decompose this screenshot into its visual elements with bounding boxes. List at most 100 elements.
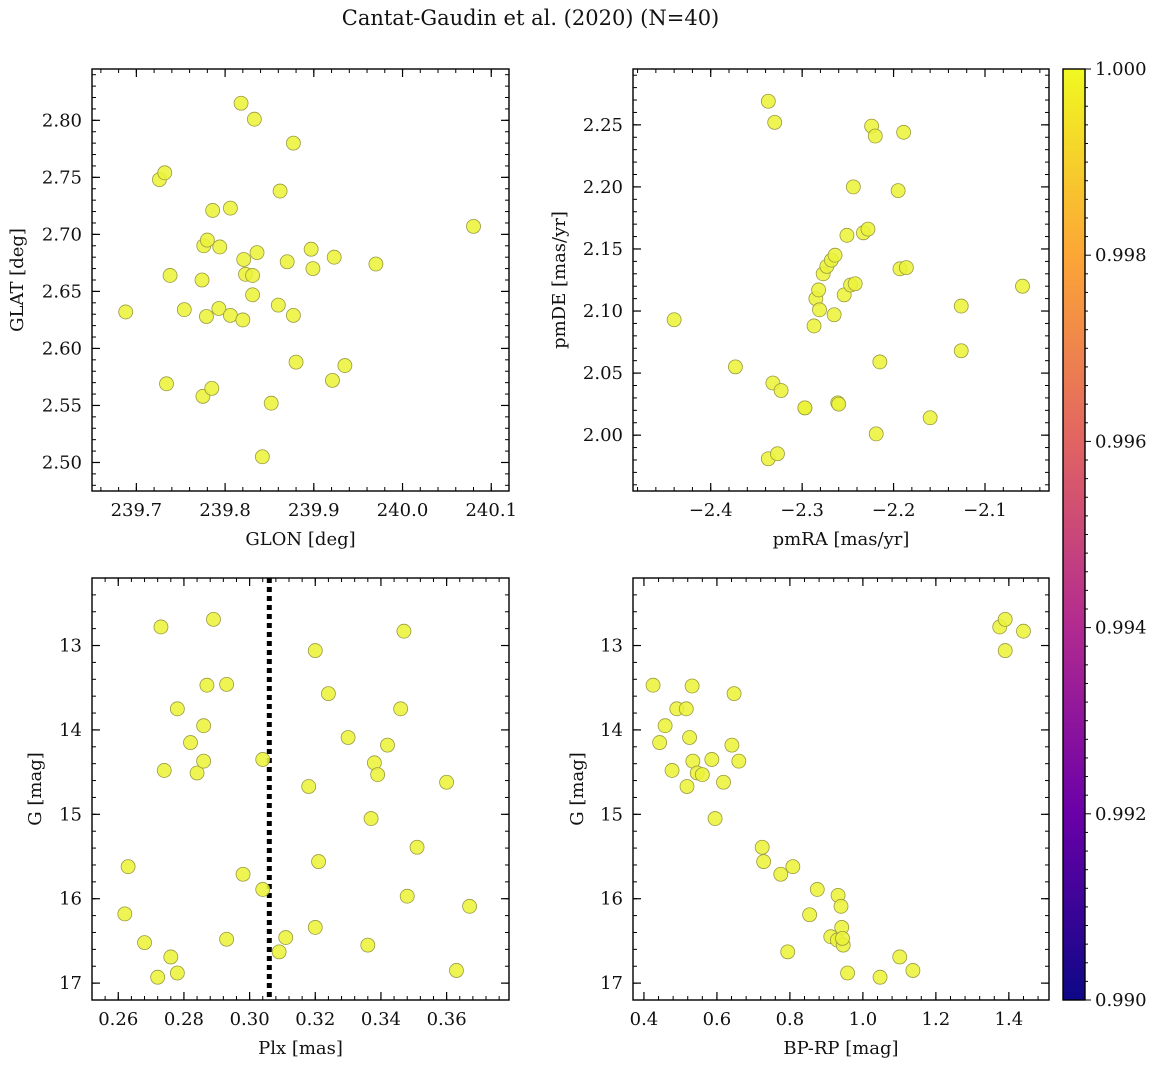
panel-3-point [196, 753, 212, 769]
panel-3-background [92, 578, 509, 1000]
panel-2-point [827, 247, 843, 263]
panel-1-point [199, 232, 215, 248]
panel-4-ytick-label: 13 [600, 636, 623, 657]
panel-1-point [245, 287, 260, 303]
panel-3-xlabel: Plx [mas] [258, 1038, 343, 1059]
panel-4-point [833, 898, 849, 914]
panel-2-xtick-label: −2.2 [872, 500, 916, 521]
panel-4-point [682, 730, 697, 745]
panel-4-point [835, 930, 850, 946]
panel-1-point [118, 304, 134, 320]
panel-1-ytick-label: 2.75 [42, 167, 82, 188]
panel-1-point [270, 297, 286, 313]
panel-1-xlabel: GLON [deg] [245, 529, 355, 550]
panel-2-point [839, 227, 855, 243]
panel-2-xtick-label: −2.4 [689, 500, 733, 521]
panel-4-point [645, 677, 661, 693]
panel-2-point [860, 221, 876, 237]
panel-3-point [189, 765, 205, 781]
panel-4-xtick-label: 1.0 [849, 1009, 878, 1030]
panel-2-point [896, 124, 912, 140]
panel-4-point [664, 763, 680, 778]
colorbar-tick-label: 0.992 [1095, 804, 1147, 825]
panel-2-point [953, 298, 969, 314]
panel-4-point [997, 611, 1013, 627]
panel-2-ytick-label: 2.20 [583, 177, 623, 198]
panel-1-xtick-label: 240.0 [377, 500, 429, 521]
panel-3-xtick-label: 0.30 [230, 1009, 270, 1030]
panel-3-point [183, 735, 198, 750]
panel-1-point [286, 307, 301, 323]
panel-2-ytick-label: 2.25 [583, 115, 623, 136]
panel-1-point [326, 249, 342, 265]
panel-4-point [773, 866, 789, 882]
colorbar [1062, 68, 1086, 1001]
colorbar-tick-label: 0.994 [1095, 618, 1147, 639]
panel-3-point [409, 839, 425, 855]
panel-2-ytick-label: 2.05 [583, 363, 623, 384]
panel-3-frame [91, 577, 510, 1001]
panel-3-point [199, 677, 215, 693]
panel-3-point [360, 937, 376, 953]
panel-4-ylabel: G [mag] [567, 752, 588, 825]
panel-2-point [1015, 278, 1030, 294]
panel-4-point [809, 882, 825, 897]
panel-3-point [117, 906, 133, 922]
panel-4-point [684, 678, 700, 694]
panel-3-point [169, 701, 185, 717]
panel-2-point [847, 276, 863, 292]
panel-3-point [311, 854, 326, 869]
panel-1-point [288, 354, 304, 370]
panel-1-point [249, 245, 265, 261]
panel-2-point [826, 307, 842, 323]
panel-3-xtick-label: 0.28 [164, 1009, 204, 1030]
panel-4-point [905, 963, 921, 978]
panel-2-point [797, 400, 813, 416]
panel-3-point [255, 752, 271, 767]
panel-1-point [205, 203, 221, 218]
panel-2-point [767, 114, 783, 130]
panel-1-point [236, 252, 252, 267]
panel-3-point [163, 949, 179, 965]
panel-2-point [811, 282, 826, 298]
panel-1-xtick-label: 239.7 [111, 500, 163, 521]
panel-2-point [812, 302, 827, 318]
panel-2-point [806, 318, 822, 334]
panel-2-ytick-label: 2.10 [583, 301, 623, 322]
panel-3-point [150, 969, 166, 985]
panel-2-ylabel: pmDE [mas/yr] [549, 211, 570, 349]
panel-1-point [159, 376, 174, 392]
panel-3-xtick-label: 0.34 [361, 1009, 401, 1030]
panel-2-point [898, 260, 914, 275]
panel-4-point [756, 854, 772, 869]
panel-2-point [872, 354, 888, 370]
panel-4-xtick-label: 0.4 [630, 1009, 659, 1030]
panel-1-point [194, 272, 210, 288]
colorbar-tick-label: 0.990 [1095, 990, 1147, 1011]
panel-3-point [399, 888, 415, 904]
panel-4-point [716, 774, 731, 790]
panel-1-point [245, 268, 260, 283]
panel-1-point [303, 241, 319, 257]
panel-2-point [773, 383, 789, 398]
panel-4-point [840, 965, 855, 981]
panel-3-point [307, 643, 323, 658]
panel-4-point [785, 859, 801, 875]
panel-1-point [368, 256, 384, 272]
panel-3-point [370, 767, 386, 783]
panel-3-point [439, 774, 455, 790]
panel-1-point [246, 111, 262, 127]
panel-1-ytick-label: 2.60 [42, 338, 82, 359]
panel-3-point [219, 676, 235, 692]
panel-4-point [724, 737, 740, 753]
panel-3-point [169, 965, 185, 981]
colorbar-tick-label: 1.000 [1095, 59, 1147, 80]
panel-3-point [219, 931, 235, 947]
panel-1-point [176, 302, 192, 318]
panel-1-point [157, 165, 173, 181]
panel-4-point [678, 701, 694, 717]
panel-2-point [867, 128, 883, 144]
panel-1-point [337, 358, 353, 373]
